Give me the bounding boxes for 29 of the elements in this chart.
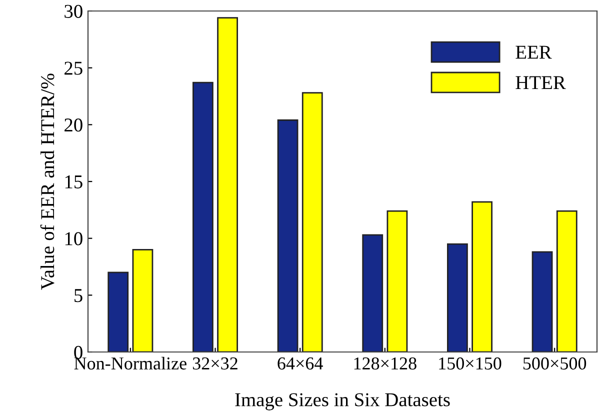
legend-label: EER <box>516 46 552 59</box>
bar <box>132 249 154 352</box>
x-tick-label: 150×150 <box>439 357 502 370</box>
bar <box>556 210 578 352</box>
bar <box>472 201 492 352</box>
bar <box>192 82 214 352</box>
y-tick-label: 25 <box>64 62 82 75</box>
legend-label: HTER <box>516 76 566 90</box>
y-axis-title: Value of EER and HTER/% <box>40 74 54 290</box>
x-tick-label: 128×128 <box>354 357 416 370</box>
bar <box>386 210 408 352</box>
bar <box>108 272 129 352</box>
y-tick-label: 0 <box>74 346 82 359</box>
bar <box>277 119 298 352</box>
y-tick-label: 15 <box>65 175 82 188</box>
y-tick-label: 20 <box>64 118 82 132</box>
x-tick-label: 32×32 <box>192 357 238 370</box>
x-tick-label: 64×64 <box>278 357 323 370</box>
bar <box>447 243 468 352</box>
bar <box>217 17 238 352</box>
bar <box>362 234 384 352</box>
x-tick-label: 500×500 <box>523 357 586 370</box>
y-tick-label: 5 <box>74 289 82 302</box>
x-tick-label: Non-Normalize <box>74 356 186 370</box>
bar <box>302 92 323 352</box>
bar <box>532 251 553 352</box>
x-axis-title: Image Sizes in Six Datasets <box>235 393 450 410</box>
y-tick-label: 30 <box>64 4 82 18</box>
y-tick-label: 10 <box>65 232 82 246</box>
